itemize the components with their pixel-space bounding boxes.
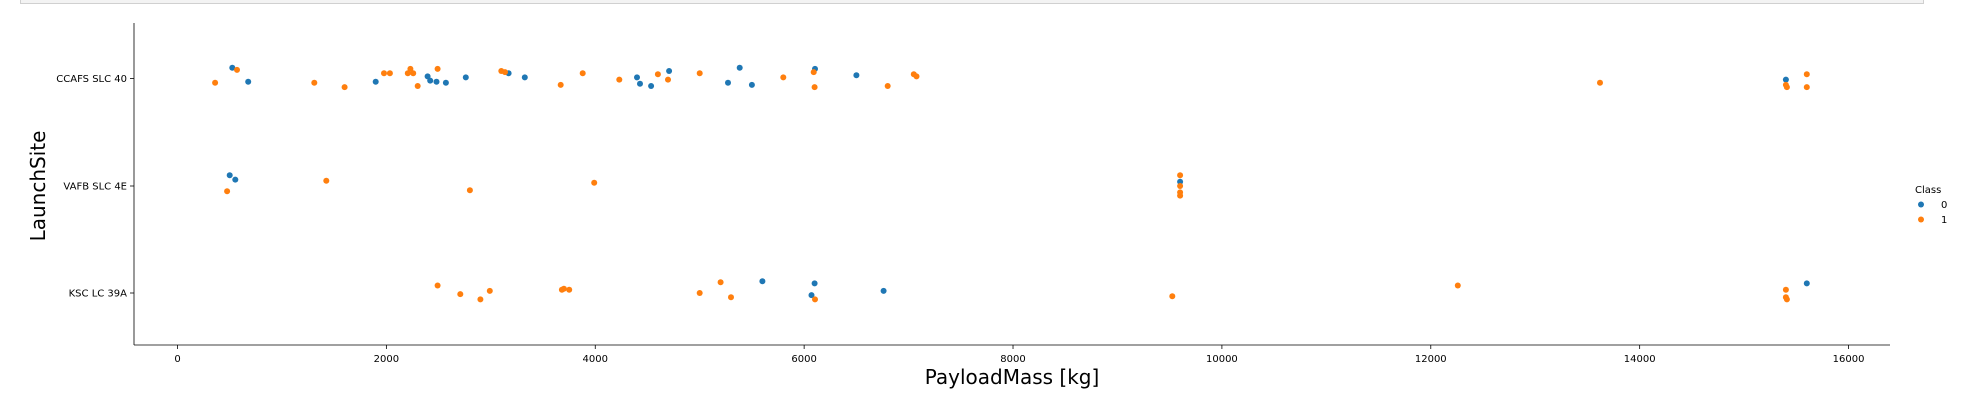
data-point-class-1 xyxy=(457,291,464,298)
data-point-class-0 xyxy=(229,64,236,71)
data-point-class-0 xyxy=(637,80,643,87)
data-point-class-1 xyxy=(696,70,703,77)
data-point-class-1 xyxy=(812,296,818,303)
data-point-class-0 xyxy=(433,78,440,85)
data-point-class-0 xyxy=(1177,178,1184,185)
data-point-class-0 xyxy=(880,287,887,294)
data-point-class-0 xyxy=(1782,76,1789,83)
data-point-class-1 xyxy=(1177,172,1184,179)
y-tick-label: KSC LC 39A xyxy=(69,289,128,300)
data-point-class-1 xyxy=(224,188,231,195)
data-point-class-0 xyxy=(232,176,239,183)
y-ticks: CCAFS SLC 40 VAFB SLC 4E KSC LC 39A xyxy=(56,74,134,300)
y-tick-label: VAFB SLC 4E xyxy=(63,182,127,193)
data-point-class-1 xyxy=(913,73,920,80)
data-point-class-1 xyxy=(1177,192,1184,199)
data-point-class-0 xyxy=(427,77,434,84)
data-point-class-1 xyxy=(434,65,441,72)
data-point-class-1 xyxy=(557,81,564,88)
data-point-class-1 xyxy=(410,70,417,77)
data-point-class-1 xyxy=(696,290,703,296)
x-tick-label: 4000 xyxy=(583,354,608,365)
data-point-class-1 xyxy=(1803,84,1810,91)
data-point-class-1 xyxy=(717,279,724,286)
data-point-class-1 xyxy=(884,83,891,89)
data-point-class-1 xyxy=(434,282,441,289)
data-point-class-1 xyxy=(1783,84,1790,91)
data-point-class-1 xyxy=(1177,183,1184,189)
data-point-class-0 xyxy=(648,83,655,89)
data-point-class-1 xyxy=(1782,286,1789,293)
data-point-class-0 xyxy=(1803,280,1810,287)
data-point-class-1 xyxy=(591,179,598,186)
x-tick-label: 14000 xyxy=(1624,354,1656,365)
legend-label: 1 xyxy=(1941,215,1947,226)
data-point-class-0 xyxy=(462,74,469,81)
data-point-class-0 xyxy=(226,172,233,179)
data-point-class-1 xyxy=(381,70,387,77)
data-point-class-0 xyxy=(634,74,640,81)
data-point-class-0 xyxy=(521,74,528,81)
data-point-class-1 xyxy=(1454,282,1461,289)
data-point-class-0 xyxy=(853,72,860,79)
legend-marker-1 xyxy=(1918,216,1924,223)
x-tick-label: 2000 xyxy=(374,354,399,365)
data-point-class-1 xyxy=(1169,293,1176,300)
data-point-class-0 xyxy=(372,78,379,85)
data-point-class-1 xyxy=(810,69,817,76)
data-point-class-1 xyxy=(579,70,586,77)
x-tick-label: 0 xyxy=(174,354,180,365)
data-point-class-0 xyxy=(811,280,818,287)
x-tick-label: 8000 xyxy=(1000,354,1025,365)
data-point-class-1 xyxy=(1597,79,1603,86)
data-point-class-1 xyxy=(311,79,318,86)
legend-label: 0 xyxy=(1941,200,1947,211)
data-point-class-1 xyxy=(654,71,661,78)
legend: Class 0 1 xyxy=(1915,185,1947,226)
y-tick-label: CCAFS SLC 40 xyxy=(56,74,127,85)
data-point-class-1 xyxy=(323,177,330,184)
legend-title: Class xyxy=(1915,185,1941,196)
axes xyxy=(133,23,1890,346)
data-point-class-1 xyxy=(234,66,240,73)
data-point-class-1 xyxy=(341,84,348,91)
data-point-class-0 xyxy=(736,64,743,71)
data-point-class-1 xyxy=(502,69,508,76)
x-tick-label: 16000 xyxy=(1833,354,1865,365)
data-points xyxy=(212,64,1810,303)
x-axis-title: PayloadMass [kg] xyxy=(925,365,1100,389)
data-point-class-1 xyxy=(811,84,818,91)
data-point-class-1 xyxy=(665,76,671,83)
data-point-class-0 xyxy=(748,81,755,88)
y-axis-title: LaunchSite xyxy=(26,131,50,242)
top-panel-edge xyxy=(20,0,1924,4)
data-point-class-1 xyxy=(404,70,411,77)
legend-marker-0 xyxy=(1918,201,1924,208)
data-point-class-1 xyxy=(407,65,414,72)
x-tick-label: 12000 xyxy=(1415,354,1447,365)
data-point-class-1 xyxy=(1783,296,1790,303)
data-point-class-0 xyxy=(442,79,449,86)
data-point-class-0 xyxy=(245,78,252,85)
x-tick-label: 10000 xyxy=(1206,354,1238,365)
x-tick-label: 6000 xyxy=(791,354,816,365)
data-point-class-0 xyxy=(666,68,673,74)
data-point-class-1 xyxy=(212,79,219,86)
data-point-class-1 xyxy=(477,296,484,303)
data-point-class-1 xyxy=(486,287,493,294)
data-point-class-1 xyxy=(386,70,393,77)
data-point-class-0 xyxy=(808,292,815,299)
x-ticks: 0 2000 4000 6000 8000 10000 12000 14000 16000 xyxy=(174,345,1864,365)
data-point-class-1 xyxy=(560,285,567,292)
data-point-class-1 xyxy=(414,83,421,89)
data-point-class-0 xyxy=(725,79,731,86)
data-point-class-0 xyxy=(759,278,766,285)
data-point-class-1 xyxy=(466,187,473,194)
data-point-class-1 xyxy=(728,294,734,301)
data-point-class-1 xyxy=(616,76,623,83)
data-point-class-1 xyxy=(1803,71,1810,78)
data-point-class-1 xyxy=(780,74,787,81)
data-point-class-1 xyxy=(566,286,573,293)
